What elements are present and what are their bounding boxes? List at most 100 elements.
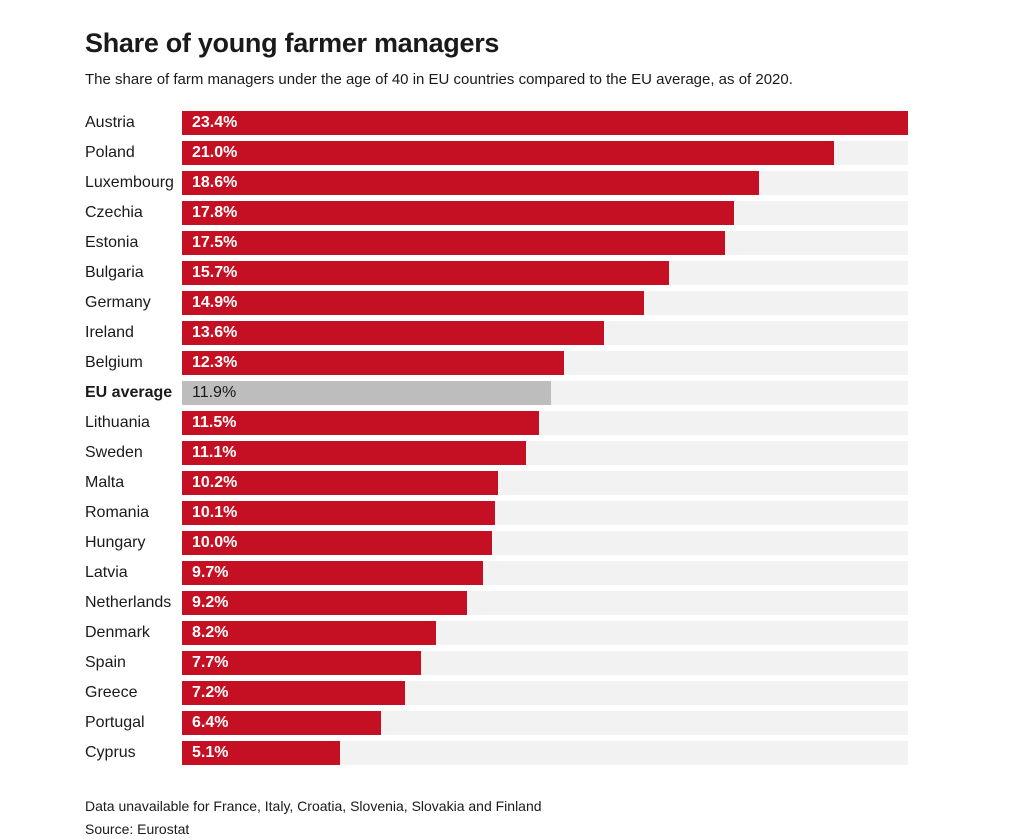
bar-track: 9.7% bbox=[182, 561, 908, 586]
bar-track: 11.1% bbox=[182, 441, 908, 466]
value-label: 7.7% bbox=[192, 654, 229, 672]
country-label: Portugal bbox=[85, 714, 145, 732]
country-label: Belgium bbox=[85, 354, 143, 372]
bar-track: 14.9% bbox=[182, 291, 908, 316]
bar-track: 8.2% bbox=[182, 621, 908, 646]
chart-row: Germany 14.9% bbox=[85, 291, 908, 316]
bar: 15.7% bbox=[182, 261, 670, 286]
country-label: Austria bbox=[85, 114, 135, 132]
value-label: 5.1% bbox=[192, 744, 229, 762]
chart-row: Lithuania 11.5% bbox=[85, 411, 908, 436]
country-label: Estonia bbox=[85, 234, 139, 252]
bar-track: 5.1% bbox=[182, 741, 908, 766]
chart-row: Cyprus 5.1% bbox=[85, 741, 908, 766]
country-label: Denmark bbox=[85, 624, 150, 642]
bar-track: 10.2% bbox=[182, 471, 908, 496]
value-label: 17.8% bbox=[192, 204, 238, 222]
country-label: Luxembourg bbox=[85, 174, 174, 192]
chart-row: Greece 7.2% bbox=[85, 681, 908, 706]
bar: 11.1% bbox=[182, 441, 527, 466]
chart-row: Luxembourg 18.6% bbox=[85, 171, 908, 196]
country-label: Latvia bbox=[85, 564, 128, 582]
bar-track: 7.2% bbox=[182, 681, 908, 706]
country-label: Cyprus bbox=[85, 744, 136, 762]
chart-row: Portugal 6.4% bbox=[85, 711, 908, 736]
bar: 7.7% bbox=[182, 651, 421, 676]
bar: 7.2% bbox=[182, 681, 406, 706]
bar-track: 10.1% bbox=[182, 501, 908, 526]
chart-row: Spain 7.7% bbox=[85, 651, 908, 676]
chart-row: Estonia 17.5% bbox=[85, 231, 908, 256]
value-label: 10.0% bbox=[192, 534, 238, 552]
value-label: 18.6% bbox=[192, 174, 238, 192]
bar: 5.1% bbox=[182, 741, 341, 766]
country-label: Germany bbox=[85, 294, 151, 312]
value-label: 6.4% bbox=[192, 714, 229, 732]
chart-row: Belgium 12.3% bbox=[85, 351, 908, 376]
chart-row: Denmark 8.2% bbox=[85, 621, 908, 646]
value-label: 10.2% bbox=[192, 474, 238, 492]
bar-track: 21.0% bbox=[182, 141, 908, 166]
bar: 6.4% bbox=[182, 711, 381, 736]
country-label: Spain bbox=[85, 654, 126, 672]
bar-track: 13.6% bbox=[182, 321, 908, 346]
bar: 14.9% bbox=[182, 291, 645, 316]
bar: 9.2% bbox=[182, 591, 468, 616]
bar: 8.2% bbox=[182, 621, 437, 646]
bar-track: 17.8% bbox=[182, 201, 908, 226]
chart-row: Poland 21.0% bbox=[85, 141, 908, 166]
bar-track: 11.9% bbox=[182, 381, 908, 406]
value-label: 17.5% bbox=[192, 234, 238, 252]
chart-title: Share of young farmer managers bbox=[85, 28, 500, 58]
value-label: 15.7% bbox=[192, 264, 238, 282]
bar-chart: Austria 23.4% Poland 21.0% Luxembourg 18… bbox=[85, 111, 908, 766]
bar-track: 12.3% bbox=[182, 351, 908, 376]
value-label: 9.2% bbox=[192, 594, 229, 612]
chart-row: EU average 11.9% bbox=[85, 381, 908, 406]
value-label: 12.3% bbox=[192, 354, 238, 372]
bar: 13.6% bbox=[182, 321, 604, 346]
value-label: 23.4% bbox=[192, 114, 238, 132]
bar: 10.2% bbox=[182, 471, 499, 496]
bar: 11.9% bbox=[182, 381, 552, 406]
value-label: 11.9% bbox=[192, 384, 237, 402]
country-label: EU average bbox=[85, 384, 173, 402]
value-label: 8.2% bbox=[192, 624, 229, 642]
country-label: Ireland bbox=[85, 324, 134, 342]
value-label: 11.5% bbox=[192, 414, 237, 432]
country-label: Lithuania bbox=[85, 414, 150, 432]
bar: 12.3% bbox=[182, 351, 564, 376]
chart-row: Malta 10.2% bbox=[85, 471, 908, 496]
bar-track: 10.0% bbox=[182, 531, 908, 556]
country-label: Malta bbox=[85, 474, 125, 492]
chart-row: Romania 10.1% bbox=[85, 501, 908, 526]
country-label: Hungary bbox=[85, 534, 146, 552]
country-label: Greece bbox=[85, 684, 138, 702]
bar: 17.5% bbox=[182, 231, 725, 256]
bar: 11.5% bbox=[182, 411, 539, 436]
value-label: 10.1% bbox=[192, 504, 238, 522]
chart-row: Latvia 9.7% bbox=[85, 561, 908, 586]
value-label: 13.6% bbox=[192, 324, 238, 342]
chart-row: Czechia 17.8% bbox=[85, 201, 908, 226]
chart-row: Hungary 10.0% bbox=[85, 531, 908, 556]
chart-row: Sweden 11.1% bbox=[85, 441, 908, 466]
chart-row: Austria 23.4% bbox=[85, 111, 908, 136]
value-label: 21.0% bbox=[192, 144, 238, 162]
country-label: Bulgaria bbox=[85, 264, 144, 282]
country-label: Romania bbox=[85, 504, 150, 522]
bar: 21.0% bbox=[182, 141, 834, 166]
chart-row: Ireland 13.6% bbox=[85, 321, 908, 346]
chart-subtitle: The share of farm managers under the age… bbox=[85, 71, 793, 89]
chart-row: Bulgaria 15.7% bbox=[85, 261, 908, 286]
value-label: 14.9% bbox=[192, 294, 238, 312]
bar-track: 15.7% bbox=[182, 261, 908, 286]
value-label: 9.7% bbox=[192, 564, 229, 582]
bar: 23.4% bbox=[182, 111, 908, 136]
footnote: Data unavailable for France, Italy, Croa… bbox=[85, 798, 542, 815]
bar-track: 6.4% bbox=[182, 711, 908, 736]
bar-track: 23.4% bbox=[182, 111, 908, 136]
bar-track: 18.6% bbox=[182, 171, 908, 196]
bar-track: 17.5% bbox=[182, 231, 908, 256]
